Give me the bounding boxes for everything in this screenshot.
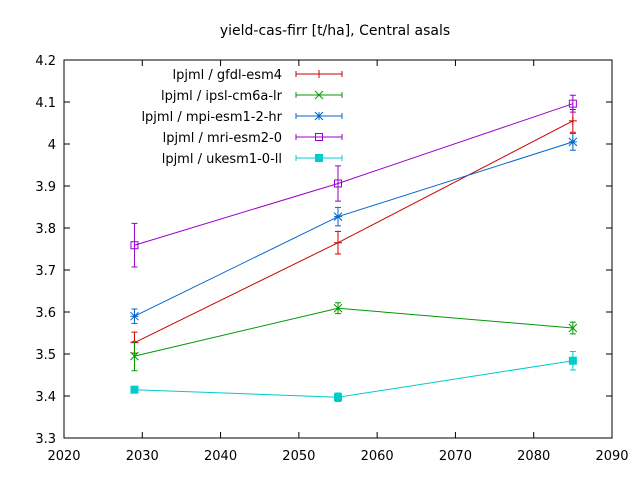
error-bar [131,222,138,268]
legend-item-4: lpjml / mri-esm2-0 [163,131,343,146]
data-point [130,385,139,394]
data-point [333,303,343,313]
error-bar [569,94,576,113]
error-bar [335,165,341,202]
x-tick-label: 2040 [204,449,237,464]
data-point [568,99,577,108]
y-tick-label: 3.3 [35,432,56,447]
legend-label: lpjml / mpi-esm1-2-hr [141,110,282,125]
data-point [568,356,577,365]
y-tick-label: 3.5 [35,348,56,363]
legend-item-5: lpjml / ukesm1-0-ll [162,152,343,167]
y-tick-label: 3.6 [35,306,56,321]
data-point [334,238,342,247]
x-tick-label: 2050 [282,449,315,464]
series-3 [130,133,578,324]
x-tick-label: 2020 [47,449,80,464]
series-line [134,141,574,317]
data-point [130,241,139,250]
legend-item-1: lpjml / gfdl-esm4 [173,68,343,83]
series-layer [130,94,578,402]
y-tick-label: 3.9 [35,180,56,195]
y-tick-label: 4.1 [35,96,56,111]
data-point [568,323,578,333]
series-line [134,307,573,357]
legend-swatch-marker [314,111,324,121]
data-point [568,116,577,125]
series-2 [130,302,578,372]
legend-swatch-marker [314,90,324,100]
data-point [130,351,139,361]
data-point [333,212,343,222]
x-tick-label: 2090 [595,449,628,464]
x-tick-label: 2070 [439,449,472,464]
y-tick-label: 3.4 [35,390,56,405]
legend-swatch-marker [315,70,323,78]
plot-frame [63,59,613,439]
legend-label: lpjml / gfdl-esm4 [173,68,282,83]
series-line [134,360,573,398]
x-tick-label: 2060 [361,449,394,464]
y-tick-label: 3.7 [35,264,56,279]
legend-label: lpjml / ukesm1-0-ll [162,152,282,167]
legend-swatch-line [295,134,343,140]
data-point [130,311,139,321]
legend-label: lpjml / ipsl-cm6a-lr [161,89,283,104]
legend-swatch-marker [315,154,323,162]
y-tick-label: 4 [48,138,56,153]
y-tick-label: 3.8 [35,222,56,237]
axis-ticks: 2020 2030 2040 2050 2060 2070 2080 2090 3.3 3.4 3.… [35,54,628,464]
legend-item-2: lpjml / ipsl-cm6a-lr [161,89,343,104]
legend-swatch-marker [315,133,323,141]
chart-title: yield-cas-firr [t/ha], Central asals [220,23,450,39]
x-tick-label: 2030 [126,449,159,464]
series-4 [130,94,577,268]
y-tick-label: 4.2 [35,54,56,69]
series-1 [130,109,577,354]
data-point [334,393,342,402]
legend-label: lpjml / mri-esm2-0 [163,131,282,146]
legend: lpjml / gfdl-esm4 lpjml / ipsl-cm6a-lr lpj… [141,68,343,167]
x-tick-label: 2080 [517,449,550,464]
data-point [334,179,342,188]
legend-item-3: lpjml / mpi-esm1-2-hr [141,110,343,125]
data-point [568,137,578,147]
series-5 [130,350,577,402]
